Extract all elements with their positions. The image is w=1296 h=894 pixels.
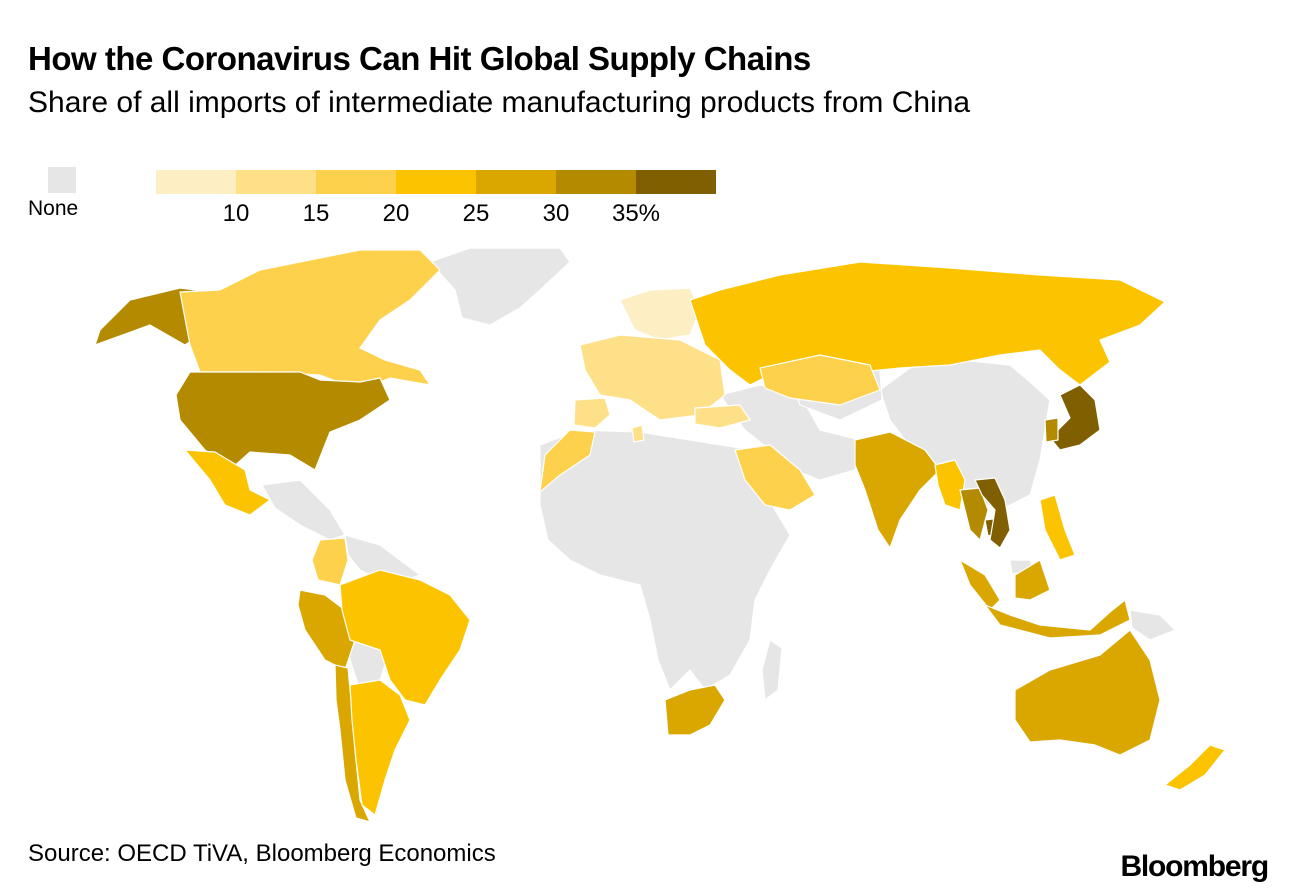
region-indonesia: [984, 599, 1131, 639]
region-malaysia: [959, 559, 1001, 611]
source-note: Source: OECD TiVA, Bloomberg Economics: [28, 840, 496, 867]
legend-tick-20: 20: [382, 200, 410, 227]
region-australia: [1014, 629, 1161, 756]
region-argentina: [349, 679, 411, 816]
chart-subtitle: Share of all imports of intermediate man…: [28, 86, 971, 119]
region-philippines: [1039, 494, 1076, 561]
legend-tick-30: 30: [542, 200, 570, 227]
region-india: [854, 431, 941, 549]
legend-none-swatch: [48, 167, 76, 193]
region-saudi-arabia: [734, 444, 816, 511]
region-borneo: [1014, 559, 1051, 601]
region-turkey: [694, 404, 751, 429]
region-south-korea: [1044, 417, 1059, 443]
region-iberia: [573, 397, 611, 429]
legend-tick-25: 25: [462, 200, 490, 227]
legend-tick-35: 35%: [611, 200, 661, 227]
legend-swatch-6: [556, 170, 636, 194]
region-canada: [179, 249, 441, 391]
world-map: [94, 247, 1226, 823]
region-colombia: [311, 537, 349, 586]
region-tunisia: [631, 424, 645, 443]
region-kazakhstan: [759, 354, 881, 406]
region-united-states: [175, 371, 391, 471]
legend-swatch-4: [396, 170, 476, 194]
region-south-africa: [664, 684, 726, 736]
chart-title: How the Coronavirus Can Hit Global Suppl…: [28, 40, 811, 77]
region-japan: [1049, 384, 1101, 451]
region-myanmar: [934, 459, 966, 511]
legend-none-label: None: [28, 197, 79, 220]
bloomberg-logo: Bloomberg: [1120, 850, 1269, 883]
legend-swatch-7: [636, 170, 716, 194]
legend-swatch-5: [476, 170, 556, 194]
region-russia: [689, 261, 1166, 386]
legend-color-scale: [156, 170, 716, 194]
region-northern-europe: [619, 287, 701, 341]
legend-swatch-2: [236, 170, 316, 194]
legend-tick-15: 15: [302, 200, 330, 227]
legend-swatch-1: [156, 170, 236, 194]
region-vietnam: [974, 477, 1011, 549]
legend-swatch-3: [316, 170, 396, 194]
region-new-zealand: [1164, 744, 1226, 791]
region-mexico: [184, 449, 271, 516]
region-morocco: [539, 429, 596, 493]
legend-tick-10: 10: [222, 200, 250, 227]
region-brazil: [339, 569, 471, 706]
